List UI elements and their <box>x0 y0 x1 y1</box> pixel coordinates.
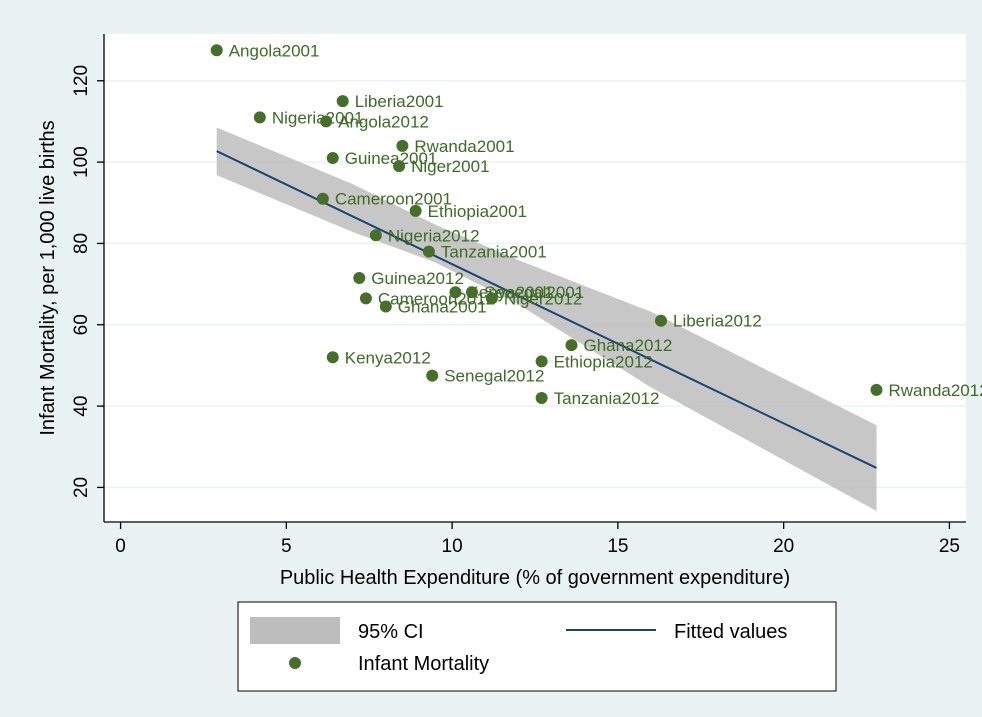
y-tick-label-3: 80 <box>71 233 92 254</box>
legend-ci-swatch <box>250 617 340 644</box>
point-label-13: Senegal2001 <box>484 283 584 302</box>
point-2 <box>253 111 266 124</box>
point-label-7: Cameroon2001 <box>335 190 452 209</box>
point-13 <box>466 286 479 299</box>
legend-label-fitted: Fitted values <box>674 621 787 643</box>
point-8 <box>409 204 422 217</box>
point-23 <box>535 391 548 404</box>
x-ticks: 0 5 10 15 20 25 <box>115 522 960 557</box>
y-tick-label-2: 60 <box>71 314 92 335</box>
x-tick-label-0: 0 <box>115 536 126 557</box>
fitted-line <box>216 150 877 469</box>
point-1 <box>336 95 349 108</box>
x-tick-label-4: 20 <box>773 536 794 557</box>
point-14 <box>359 292 372 305</box>
point-16 <box>379 300 392 313</box>
y-tick-label-1: 40 <box>71 396 92 417</box>
point-5 <box>326 152 339 165</box>
point-label-10: Tanzania2001 <box>441 243 547 262</box>
point-17 <box>654 314 667 327</box>
point-label-15: Niger2012 <box>504 289 582 308</box>
point-label-23: Tanzania2012 <box>554 389 660 408</box>
point-18 <box>565 339 578 352</box>
point-label-4: Rwanda2001 <box>414 137 514 156</box>
point-label-2: Nigeria2001 <box>272 108 364 127</box>
point-label-22: Rwanda2012 <box>888 381 982 400</box>
point-3 <box>320 115 333 128</box>
y-tick-label-4: 100 <box>71 146 92 178</box>
point-15 <box>485 292 498 305</box>
point-label-19: Kenya2012 <box>345 348 431 367</box>
y-ticks: 20 40 60 80 100 120 <box>71 65 104 498</box>
point-label-6: Niger2001 <box>411 157 489 176</box>
point-label-0: Angola2001 <box>229 41 320 60</box>
fit-line-group <box>216 150 877 469</box>
point-label-14: Cameroon2012 <box>378 289 495 308</box>
point-label-20: Ethiopia2012 <box>554 352 653 371</box>
ci-band <box>216 127 877 511</box>
x-axis-title: Public Health Expenditure (% of governme… <box>280 567 790 589</box>
point-label-17: Liberia2012 <box>673 312 762 331</box>
legend-label-ci: 95% CI <box>358 621 424 643</box>
ci-band-area <box>216 127 877 511</box>
point-22 <box>870 383 883 396</box>
point-label-21: Senegal2012 <box>444 367 544 386</box>
legend-box <box>237 601 837 692</box>
point-label-8: Ethiopia2001 <box>428 202 527 221</box>
point-7 <box>316 192 329 205</box>
point-9 <box>369 229 382 242</box>
point-label-5: Guinea2001 <box>345 149 438 168</box>
x-tick-label-5: 25 <box>939 536 960 557</box>
point-4 <box>396 139 409 152</box>
point-10 <box>422 245 435 258</box>
legend-point-swatch <box>289 657 301 669</box>
point-6 <box>393 160 406 173</box>
point-12 <box>449 286 462 299</box>
y-axis-title: Infant Mortality, per 1,000 live births <box>37 120 59 435</box>
point-20 <box>535 355 548 368</box>
point-11 <box>353 272 366 284</box>
point-label-11: Guinea2012 <box>371 269 464 288</box>
points-group: Angola2001 Liberia2001Nigeria2001Angola20… <box>210 41 982 408</box>
point-0 <box>210 44 223 57</box>
point-label-18: Ghana2012 <box>583 336 672 355</box>
point-label-3: Angola2012 <box>338 112 429 131</box>
point-label-9: Nigeria2012 <box>388 226 480 245</box>
point-19 <box>326 351 339 364</box>
y-tick-label-0: 20 <box>71 477 92 498</box>
axes <box>103 34 966 523</box>
point-label-1: Liberia2001 <box>355 92 444 111</box>
legend-label-points: Infant Mortality <box>358 653 489 675</box>
point-21 <box>426 369 439 382</box>
y-tick-label-5: 120 <box>71 65 92 97</box>
legend: 95% CI Fitted values Infant Mortality <box>237 601 837 692</box>
x-tick-label-3: 15 <box>607 536 628 557</box>
x-tick-label-1: 5 <box>281 536 292 557</box>
x-tick-label-2: 10 <box>442 536 463 557</box>
point-label-16: Ghana2001 <box>398 297 487 316</box>
